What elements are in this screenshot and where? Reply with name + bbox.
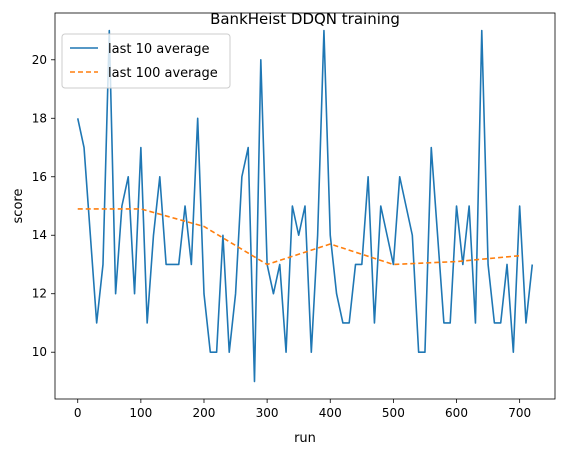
x-tick-label: 600	[445, 406, 468, 420]
x-tick-label: 500	[382, 406, 405, 420]
chart-title: BankHeist DDQN training	[210, 10, 400, 28]
series-line-last-100-average	[77, 208, 520, 266]
y-tick-label: 16	[32, 170, 47, 184]
x-axis-ticks: 0 100 200 300 400 500 600 700	[74, 399, 531, 420]
legend-box	[61, 33, 231, 89]
legend: last 10 average last 100 average	[61, 33, 231, 89]
x-tick-label: 0	[74, 406, 82, 420]
y-tick-label: 10	[32, 345, 47, 359]
x-tick-label: 200	[193, 406, 216, 420]
x-tick-label: 400	[319, 406, 342, 420]
y-tick-label: 12	[32, 287, 47, 301]
y-tick-label: 18	[32, 111, 47, 125]
y-axis-label: score	[11, 189, 26, 224]
series-line-last-10-average	[76, 29, 534, 383]
x-tick-label: 100	[129, 406, 152, 420]
y-axis-ticks: 10 12 14 16 18 20	[32, 53, 55, 359]
y-tick-label: 14	[32, 228, 47, 242]
x-tick-label: 700	[508, 406, 531, 420]
legend-label-last-100-average: last 100 average	[108, 66, 218, 81]
x-axis-label: run	[294, 431, 316, 446]
legend-label-last-10-average: last 10 average	[108, 42, 209, 57]
x-tick-label: 300	[256, 406, 279, 420]
series-layer	[76, 29, 534, 383]
y-tick-label: 20	[32, 53, 47, 67]
plot-frame	[54, 12, 556, 400]
